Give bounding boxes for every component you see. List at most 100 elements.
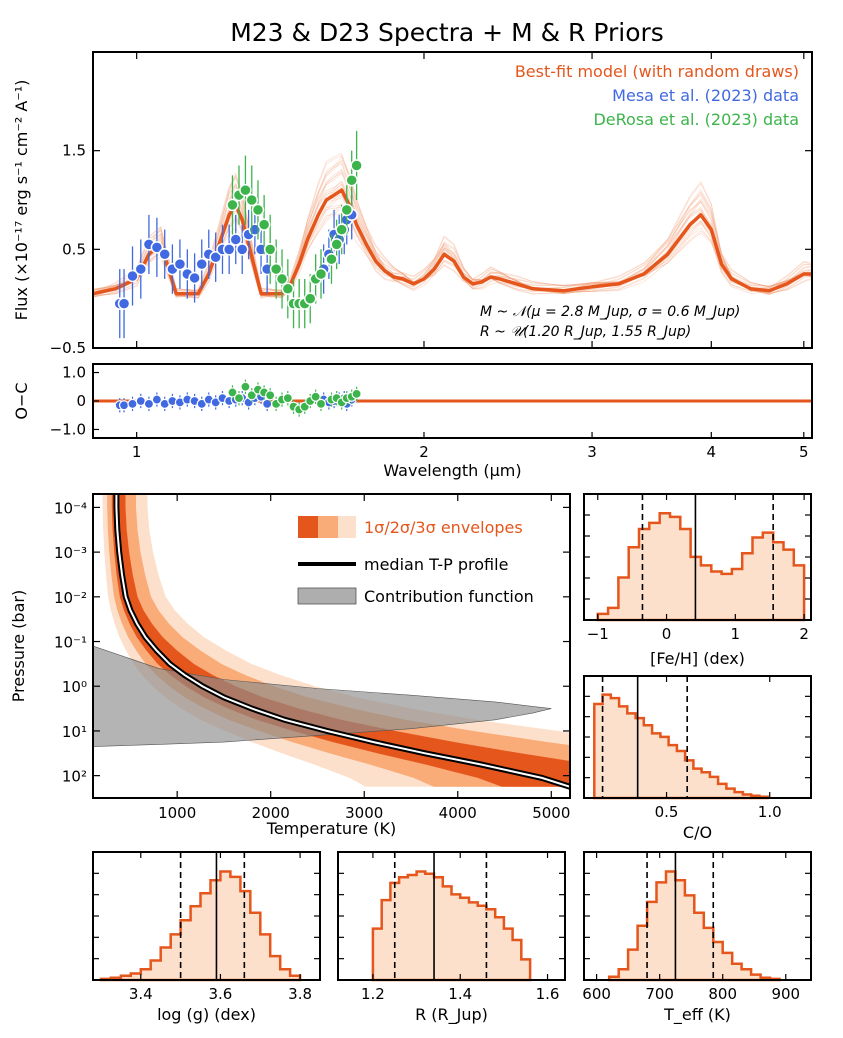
x-tick-label: 1 [132,443,142,461]
legend-envelopes-label: 1σ/2σ/3σ envelopes [364,518,523,537]
derosa-residual-point [227,387,238,398]
hist_r-bars [371,870,532,982]
mesa-data-point [209,250,222,264]
derosa-data-point [335,223,348,236]
y-tick-label: 10⁻⁴ [54,499,87,517]
legend-entry: DeRosa et al. (2023) data [593,110,799,129]
model-draw-line [92,161,813,297]
legend-sigma2-swatch [318,516,338,538]
derosa-residual-point [310,391,321,402]
x-tick-label: −1 [587,625,609,643]
x-tick-label: 600 [582,985,611,1003]
mesa-data-point [173,257,187,271]
legend-sigma3-swatch [338,516,356,538]
x-tick-label: 0 [662,625,672,643]
x-tick-label: 3.8 [288,985,312,1003]
x-tick-label: 1.0 [758,803,782,821]
x-tick-label: 2 [799,625,809,643]
x-tick-label: 900 [771,985,800,1003]
contribution-function-area [93,645,552,747]
mesa-data-point [117,297,131,310]
derosa-residual-point [265,390,276,401]
model-draw-line [92,168,813,297]
x-tick-label: 1000 [158,804,196,822]
radius-prior-text: R ~ 𝒰(1.20 R_Jup, 1.55 R_Jup) [480,324,691,340]
y-tick-label: −1.0 [50,420,86,438]
derosa-data-point [269,262,283,276]
y-tick-label: 0.5 [62,240,86,258]
derosa-data-point [325,252,338,266]
y-tick-label: 10¹ [62,723,87,741]
legend-entry: Mesa et al. (2023) data [612,86,799,105]
derosa-data-point [345,174,358,187]
derosa-data-point [257,218,271,231]
residual-panel: −1.0 0 1.0 1 2 3 4 5 O−C Wavelength (μm) [12,363,813,480]
mesa-data-point [188,271,201,285]
mesa-data-point [150,241,164,254]
tp-profile-panel: 1000 2000 3000 4000 5000 10⁻⁴ 10⁻³ 10⁻² 10⁻¹ 10⁰ 1… [9,493,571,838]
mesa-residual-point [143,398,155,409]
x-tick-label: 1.6 [536,985,560,1003]
x-tick-label: 5000 [532,804,570,822]
derosa-residual-point [240,381,251,392]
derosa-data-point [330,238,343,251]
hist_feh-axis-label: [Fe/H] (dex) [650,649,745,668]
x-tick-label: 2000 [252,804,290,822]
derosa-data-point [226,198,239,212]
y-tick-label: −0.5 [50,339,86,357]
model-draw-line [92,163,812,297]
derosa-residual-point [351,388,362,399]
hist_teff-axis-label: T_eff (K) [663,1005,731,1025]
mesa-residual-point [118,400,130,411]
co-histogram: 0.5 1.0 C/O [583,675,812,842]
y-tick-label: 10⁻¹ [54,634,87,652]
pressure-axis-label: Pressure (bar) [9,590,28,702]
spectrum-panel: −0.5 0.5 1.5 Flux (×10⁻¹⁷ erg s⁻¹ cm⁻² A⁻¹)… [12,51,813,357]
derosa-data-point [281,282,295,296]
y-tick-label: 10² [62,768,87,786]
y-tick-label: 1.5 [62,142,86,160]
x-tick-label: 3 [587,443,597,461]
mesa-residual-point [127,398,138,409]
derosa-data-point [350,159,363,172]
mesa-data-point [158,248,171,261]
mesa-data-point [195,257,209,271]
model-draw-line [92,159,813,297]
derosa-data-point [340,203,354,217]
y-tick-label: 10⁰ [62,678,87,696]
hist_co-bars [593,693,769,800]
derosa-data-point [245,193,259,207]
x-tick-label: 0.5 [655,803,679,821]
tp-plot-area [93,494,570,790]
mesa-data-point [134,262,148,276]
residual-y-axis-label: O−C [12,382,31,419]
derosa-data-point [263,243,277,256]
derosa-residual-point [282,393,293,404]
mass-prior-text: M ~ 𝒩(μ = 2.8 M_Jup, σ = 0.6 M_Jup) [480,304,740,320]
hist_logg-axis-label: log (g) (dex) [157,1005,256,1024]
logg-histogram: 3.4 3.6 3.8 log (g) (dex) [92,851,321,1024]
x-tick-label: 700 [645,985,674,1003]
spectrum-frame [92,51,813,349]
mesa-data-point [126,269,139,283]
x-tick-label: 4000 [439,804,477,822]
x-tick-label: 1.2 [361,985,385,1003]
x-tick-label: 1.4 [448,985,472,1003]
model-draw-line [92,152,813,296]
derosa-data-point [303,292,317,305]
x-tick-label: 2 [419,443,429,461]
hist_logg-bars [99,870,302,982]
derosa-data-point [275,272,289,286]
wavelength-axis-label: Wavelength (μm) [383,461,521,480]
model-draw-line [92,156,813,297]
teff-histogram: 600 700 800 900 T_eff (K) [582,851,812,1025]
spectrum-y-axis-label: Flux (×10⁻¹⁷ erg s⁻¹ cm⁻² A⁻¹) [12,80,31,321]
x-tick-label: 800 [708,985,737,1003]
model-draw-line [92,155,813,297]
derosa-data-point [314,267,328,281]
y-tick-label: 10⁻² [54,589,87,607]
x-tick-label: 3.4 [129,985,153,1003]
legend-contribution-swatch [297,587,357,605]
legend-contribution-label: Contribution function [364,587,534,606]
